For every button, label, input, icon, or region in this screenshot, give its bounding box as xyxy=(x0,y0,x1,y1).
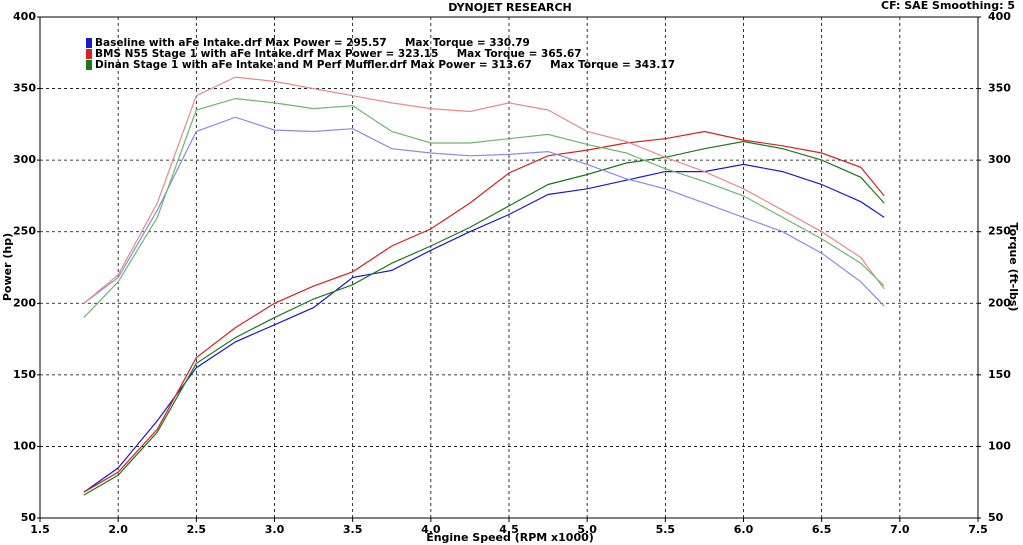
x-tick-label: 2.5 xyxy=(187,523,207,536)
power-line xyxy=(83,140,885,496)
legend-swatch xyxy=(86,49,92,59)
y-tick-label: 50 xyxy=(21,511,37,524)
x-tick-label: 7.5 xyxy=(968,523,988,536)
y2-tick-label: 250 xyxy=(988,225,1011,238)
x-tick-label: 6.0 xyxy=(734,523,754,536)
legend-label: Baseline with aFe Intake.drf Max Power =… xyxy=(95,37,530,49)
power-line xyxy=(83,130,885,493)
x-tick-label: 3.5 xyxy=(343,523,363,536)
y-tick-label: 250 xyxy=(13,225,36,238)
torque-line xyxy=(83,116,885,307)
x-tick-label: 5.5 xyxy=(656,523,676,536)
torque-line xyxy=(83,97,885,319)
y2-tick-label: 100 xyxy=(988,439,1011,452)
x-tick-label: 3.0 xyxy=(265,523,285,536)
x-tick-label: 2.0 xyxy=(108,523,128,536)
x-tick-label: 1.5 xyxy=(30,523,50,536)
x-axis-title: Engine Speed (RPM x1000) xyxy=(426,531,594,544)
y2-tick-label: 400 xyxy=(988,10,1011,23)
legend-swatch xyxy=(86,60,92,70)
y2-tick-label: 300 xyxy=(988,153,1011,166)
x-tick-label: 4.0 xyxy=(421,523,441,536)
legend-label: Dinan Stage 1 with aFe Intake and M Perf… xyxy=(95,59,675,71)
chart-title: DYNOJET RESEARCH xyxy=(448,1,571,14)
chart-subtitle: CF: SAE Smoothing: 5 xyxy=(881,0,1015,12)
y2-tick-label: 150 xyxy=(988,368,1011,381)
plot-area xyxy=(39,16,979,519)
y-tick-label: 400 xyxy=(13,10,36,23)
torque-line xyxy=(83,76,885,304)
power-line xyxy=(83,163,885,493)
y-tick-label: 300 xyxy=(13,153,36,166)
x-tick-label: 5.0 xyxy=(577,523,597,536)
y-tick-label: 350 xyxy=(13,82,36,95)
legend-label: BMS N55 Stage 1 with aFe Intake.drf Max … xyxy=(95,48,582,60)
y2-tick-label: 50 xyxy=(988,511,1004,524)
y-tick-label: 100 xyxy=(13,439,36,452)
y-tick-label: 200 xyxy=(13,296,36,309)
y2-axis-title: Torque (ft-lbs) xyxy=(1007,223,1020,312)
x-tick-label: 4.5 xyxy=(499,523,519,536)
x-tick-label: 6.5 xyxy=(812,523,832,536)
y2-tick-label: 350 xyxy=(988,82,1011,95)
legend-swatch xyxy=(86,38,92,48)
y2-tick-label: 200 xyxy=(988,296,1011,309)
x-tick-label: 7.0 xyxy=(890,523,910,536)
y-tick-label: 150 xyxy=(13,368,36,381)
y-axis-title: Power (hp) xyxy=(1,233,14,301)
